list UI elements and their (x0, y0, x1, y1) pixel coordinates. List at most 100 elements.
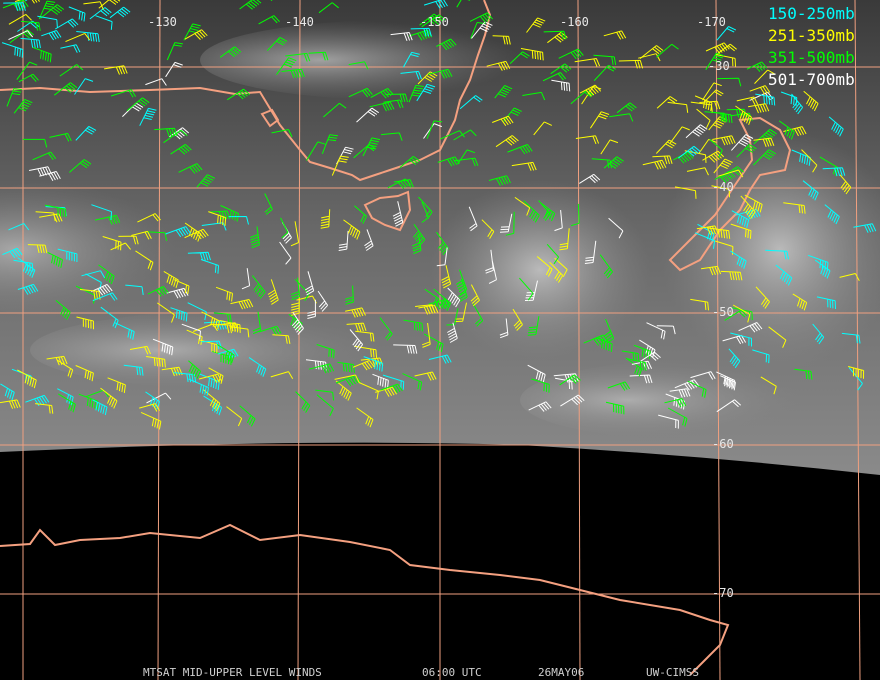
wind-barb (595, 337, 613, 353)
wind-barb (27, 244, 48, 254)
wind-barb (705, 52, 725, 70)
wind-barb (791, 149, 811, 166)
wind-barb (8, 13, 32, 25)
wind-barb (481, 219, 495, 239)
wind-barb (154, 127, 178, 137)
wind-barb (547, 32, 568, 44)
wind-barb (178, 163, 203, 174)
wind-barb (307, 299, 316, 319)
wind-barb (337, 361, 355, 373)
wind-barb (732, 304, 751, 323)
wind-barb (674, 186, 697, 199)
wind-barb (699, 100, 721, 110)
wind-barb (290, 221, 300, 247)
wind-barb (775, 264, 793, 286)
wind-barb (20, 37, 41, 49)
wind-barb (346, 322, 367, 332)
wind-barb (75, 365, 94, 382)
wind-barb (272, 334, 291, 344)
wind-barb (447, 322, 458, 343)
wind-barb (110, 89, 137, 98)
wind-barb (252, 275, 266, 299)
wind-barb (98, 0, 121, 9)
wind-barb (202, 389, 221, 412)
wind-barb (736, 96, 759, 106)
wind-barb (104, 65, 128, 75)
wind-barb (669, 388, 691, 398)
wind-barb (390, 32, 413, 41)
wind-barb (738, 322, 763, 333)
wind-barb (95, 15, 113, 30)
wind-barb (259, 325, 282, 336)
wind-barb (783, 126, 807, 137)
wind-barb (199, 373, 220, 390)
wind-barb (755, 93, 776, 106)
wind-barb (399, 155, 421, 168)
wind-barb (146, 392, 172, 404)
wind-barb (717, 77, 742, 87)
wind-barb (558, 48, 584, 60)
wind-barb (173, 372, 197, 383)
wind-barb (375, 386, 398, 397)
wind-barb (488, 175, 511, 186)
wind-barb (839, 273, 860, 282)
wind-barb (433, 288, 452, 311)
wind-barb (338, 230, 349, 251)
wind-barb (802, 180, 819, 201)
lon-label: -150 (420, 15, 449, 29)
wind-barb (8, 30, 34, 41)
wind-barb (704, 89, 724, 102)
wind-barb (110, 242, 131, 251)
wind-barb (621, 350, 640, 362)
wind-barb (690, 371, 716, 380)
wind-barb (748, 103, 770, 114)
wind-barb (229, 326, 250, 338)
wind-barb (109, 6, 131, 19)
wind-barb (423, 333, 444, 353)
wind-barb (778, 120, 795, 140)
wind-barb (32, 151, 57, 161)
wind-barb (707, 227, 731, 239)
wind-barb (201, 222, 227, 231)
wind-barb (402, 373, 423, 391)
wind-barb (715, 240, 734, 255)
wind-barb (53, 82, 78, 96)
footer-time: 06:00 UTC (422, 666, 482, 679)
wind-barb (57, 388, 74, 406)
wind-barb (494, 85, 513, 99)
wind-barb (118, 235, 139, 245)
lon-label: -170 (697, 15, 726, 29)
wind-barb (730, 332, 752, 347)
wind-barb (20, 20, 41, 31)
wind-barb (381, 132, 403, 141)
wind-barb (459, 95, 483, 110)
wind-barb (264, 193, 273, 215)
wind-barb (731, 134, 754, 151)
wind-barb (215, 322, 239, 332)
lat-label: -60 (712, 437, 734, 451)
wind-barb (3, 2, 26, 11)
coastlines (0, 0, 792, 676)
wind-barb (38, 0, 56, 20)
wind-barb (677, 145, 701, 159)
wind-barb (471, 21, 493, 39)
wind-barb (593, 54, 617, 66)
wind-barb (735, 105, 752, 125)
wind-barb (768, 326, 787, 348)
lon-label: -160 (560, 15, 589, 29)
wind-barb (542, 72, 567, 82)
wind-barb (6, 88, 23, 107)
wind-barb (824, 204, 840, 225)
wind-barb (472, 303, 484, 327)
wind-barb (58, 393, 76, 413)
wind-barb (123, 364, 144, 376)
wind-barb (421, 201, 429, 223)
wind-barb (152, 338, 174, 356)
wind-barb (523, 200, 540, 223)
footer-title: MTSAT MID-UPPER LEVEL WINDS (143, 666, 322, 679)
wind-barb (599, 254, 614, 279)
wind-barb (499, 213, 513, 233)
wind-barb (9, 29, 35, 44)
wind-barb (78, 393, 99, 410)
wind-barb (579, 173, 601, 184)
